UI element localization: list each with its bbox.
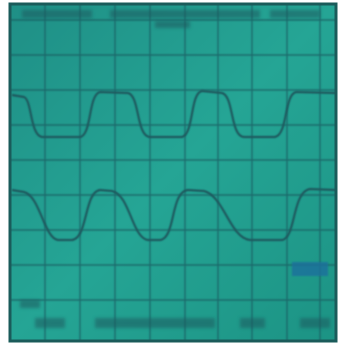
page — [0, 0, 345, 343]
softkey — [292, 262, 328, 276]
oscilloscope-photo — [0, 0, 345, 343]
